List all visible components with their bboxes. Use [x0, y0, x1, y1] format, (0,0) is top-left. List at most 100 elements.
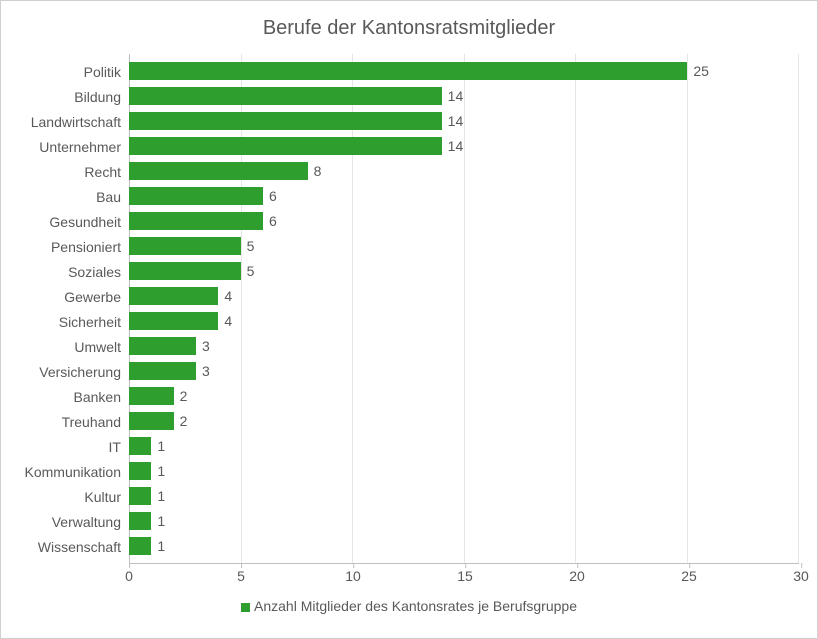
- bar: [129, 537, 151, 555]
- bar-row: 1: [129, 533, 799, 558]
- y-label: IT: [19, 434, 129, 459]
- bar: [129, 437, 151, 455]
- bar: [129, 62, 687, 80]
- bar: [129, 162, 308, 180]
- x-tick: 5: [237, 568, 245, 584]
- bar-row: 5: [129, 234, 799, 259]
- legend: Anzahl Mitglieder des Kantonsrates je Be…: [19, 598, 799, 614]
- y-label: Pensioniert: [19, 234, 129, 259]
- y-label: Gewerbe: [19, 284, 129, 309]
- chart-container: Berufe der Kantonsratsmitglieder Politik…: [0, 0, 818, 639]
- bar-value: 3: [202, 338, 210, 354]
- bar-value: 5: [247, 238, 255, 254]
- bar-row: 1: [129, 483, 799, 508]
- bar-value: 1: [157, 513, 165, 529]
- bar: [129, 137, 442, 155]
- tick-mark: [689, 563, 690, 568]
- bar-row: 3: [129, 358, 799, 383]
- bar-row: 2: [129, 408, 799, 433]
- bar-value: 1: [157, 488, 165, 504]
- tick-mark: [801, 563, 802, 568]
- tick-mark: [241, 563, 242, 568]
- y-label: Kommunikation: [19, 459, 129, 484]
- x-tick: 0: [125, 568, 133, 584]
- bar-value: 5: [247, 263, 255, 279]
- bar-row: 4: [129, 309, 799, 334]
- y-label: Treuhand: [19, 409, 129, 434]
- bar-value: 14: [448, 138, 464, 154]
- bar-value: 2: [180, 388, 188, 404]
- bar-row: 14: [129, 134, 799, 159]
- bar-row: 8: [129, 159, 799, 184]
- bar-row: 1: [129, 458, 799, 483]
- y-axis-labels: PolitikBildungLandwirtschaftUnternehmerR…: [19, 54, 129, 564]
- x-tick: 20: [569, 568, 585, 584]
- y-label: Umwelt: [19, 334, 129, 359]
- bar-value: 8: [314, 163, 322, 179]
- bar-row: 4: [129, 284, 799, 309]
- tick-mark: [465, 563, 466, 568]
- y-label: Kultur: [19, 484, 129, 509]
- bar: [129, 212, 263, 230]
- bar-value: 1: [157, 438, 165, 454]
- bar-row: 1: [129, 433, 799, 458]
- bar-row: 25: [129, 59, 799, 84]
- y-label: Soziales: [19, 259, 129, 284]
- bar-row: 2: [129, 383, 799, 408]
- bar-row: 14: [129, 109, 799, 134]
- y-label: Landwirtschaft: [19, 109, 129, 134]
- x-axis: 051015202530: [129, 564, 799, 588]
- bar-value: 4: [224, 313, 232, 329]
- bar-row: 6: [129, 184, 799, 209]
- bar-value: 4: [224, 288, 232, 304]
- bars-region: 251414148665544332211111: [129, 54, 799, 564]
- bar: [129, 237, 241, 255]
- bar-row: 3: [129, 333, 799, 358]
- x-tick: 25: [681, 568, 697, 584]
- y-label: Bildung: [19, 84, 129, 109]
- bar: [129, 487, 151, 505]
- bar-row: 6: [129, 209, 799, 234]
- bar: [129, 362, 196, 380]
- x-tick: 15: [457, 568, 473, 584]
- y-label: Banken: [19, 384, 129, 409]
- bar-value: 6: [269, 188, 277, 204]
- bar-value: 1: [157, 463, 165, 479]
- bar-row: 5: [129, 259, 799, 284]
- y-label: Unternehmer: [19, 134, 129, 159]
- bar-value: 14: [448, 88, 464, 104]
- bar-row: 1: [129, 508, 799, 533]
- tick-mark: [353, 563, 354, 568]
- bars: 251414148665544332211111: [129, 54, 799, 563]
- bar-value: 3: [202, 363, 210, 379]
- bar: [129, 387, 174, 405]
- tick-mark: [577, 563, 578, 568]
- bar: [129, 112, 442, 130]
- bar-value: 2: [180, 413, 188, 429]
- bar: [129, 287, 218, 305]
- y-label: Recht: [19, 159, 129, 184]
- bar: [129, 262, 241, 280]
- y-label: Gesundheit: [19, 209, 129, 234]
- y-label: Sicherheit: [19, 309, 129, 334]
- y-label: Verwaltung: [19, 509, 129, 534]
- y-label: Bau: [19, 184, 129, 209]
- bar-value: 14: [448, 113, 464, 129]
- bar-value: 6: [269, 213, 277, 229]
- bar: [129, 337, 196, 355]
- legend-label: Anzahl Mitglieder des Kantonsrates je Be…: [254, 598, 577, 614]
- bar: [129, 187, 263, 205]
- legend-swatch: [241, 603, 250, 612]
- y-label: Wissenschaft: [19, 534, 129, 559]
- bar-value: 1: [157, 538, 165, 554]
- bar: [129, 512, 151, 530]
- y-label: Politik: [19, 59, 129, 84]
- chart-title: Berufe der Kantonsratsmitglieder: [19, 17, 799, 40]
- x-tick: 10: [345, 568, 361, 584]
- bar-row: 14: [129, 84, 799, 109]
- y-label: Versicherung: [19, 359, 129, 384]
- tick-mark: [129, 563, 130, 568]
- bar: [129, 312, 218, 330]
- x-tick: 30: [793, 568, 809, 584]
- plot-area: PolitikBildungLandwirtschaftUnternehmerR…: [19, 54, 799, 564]
